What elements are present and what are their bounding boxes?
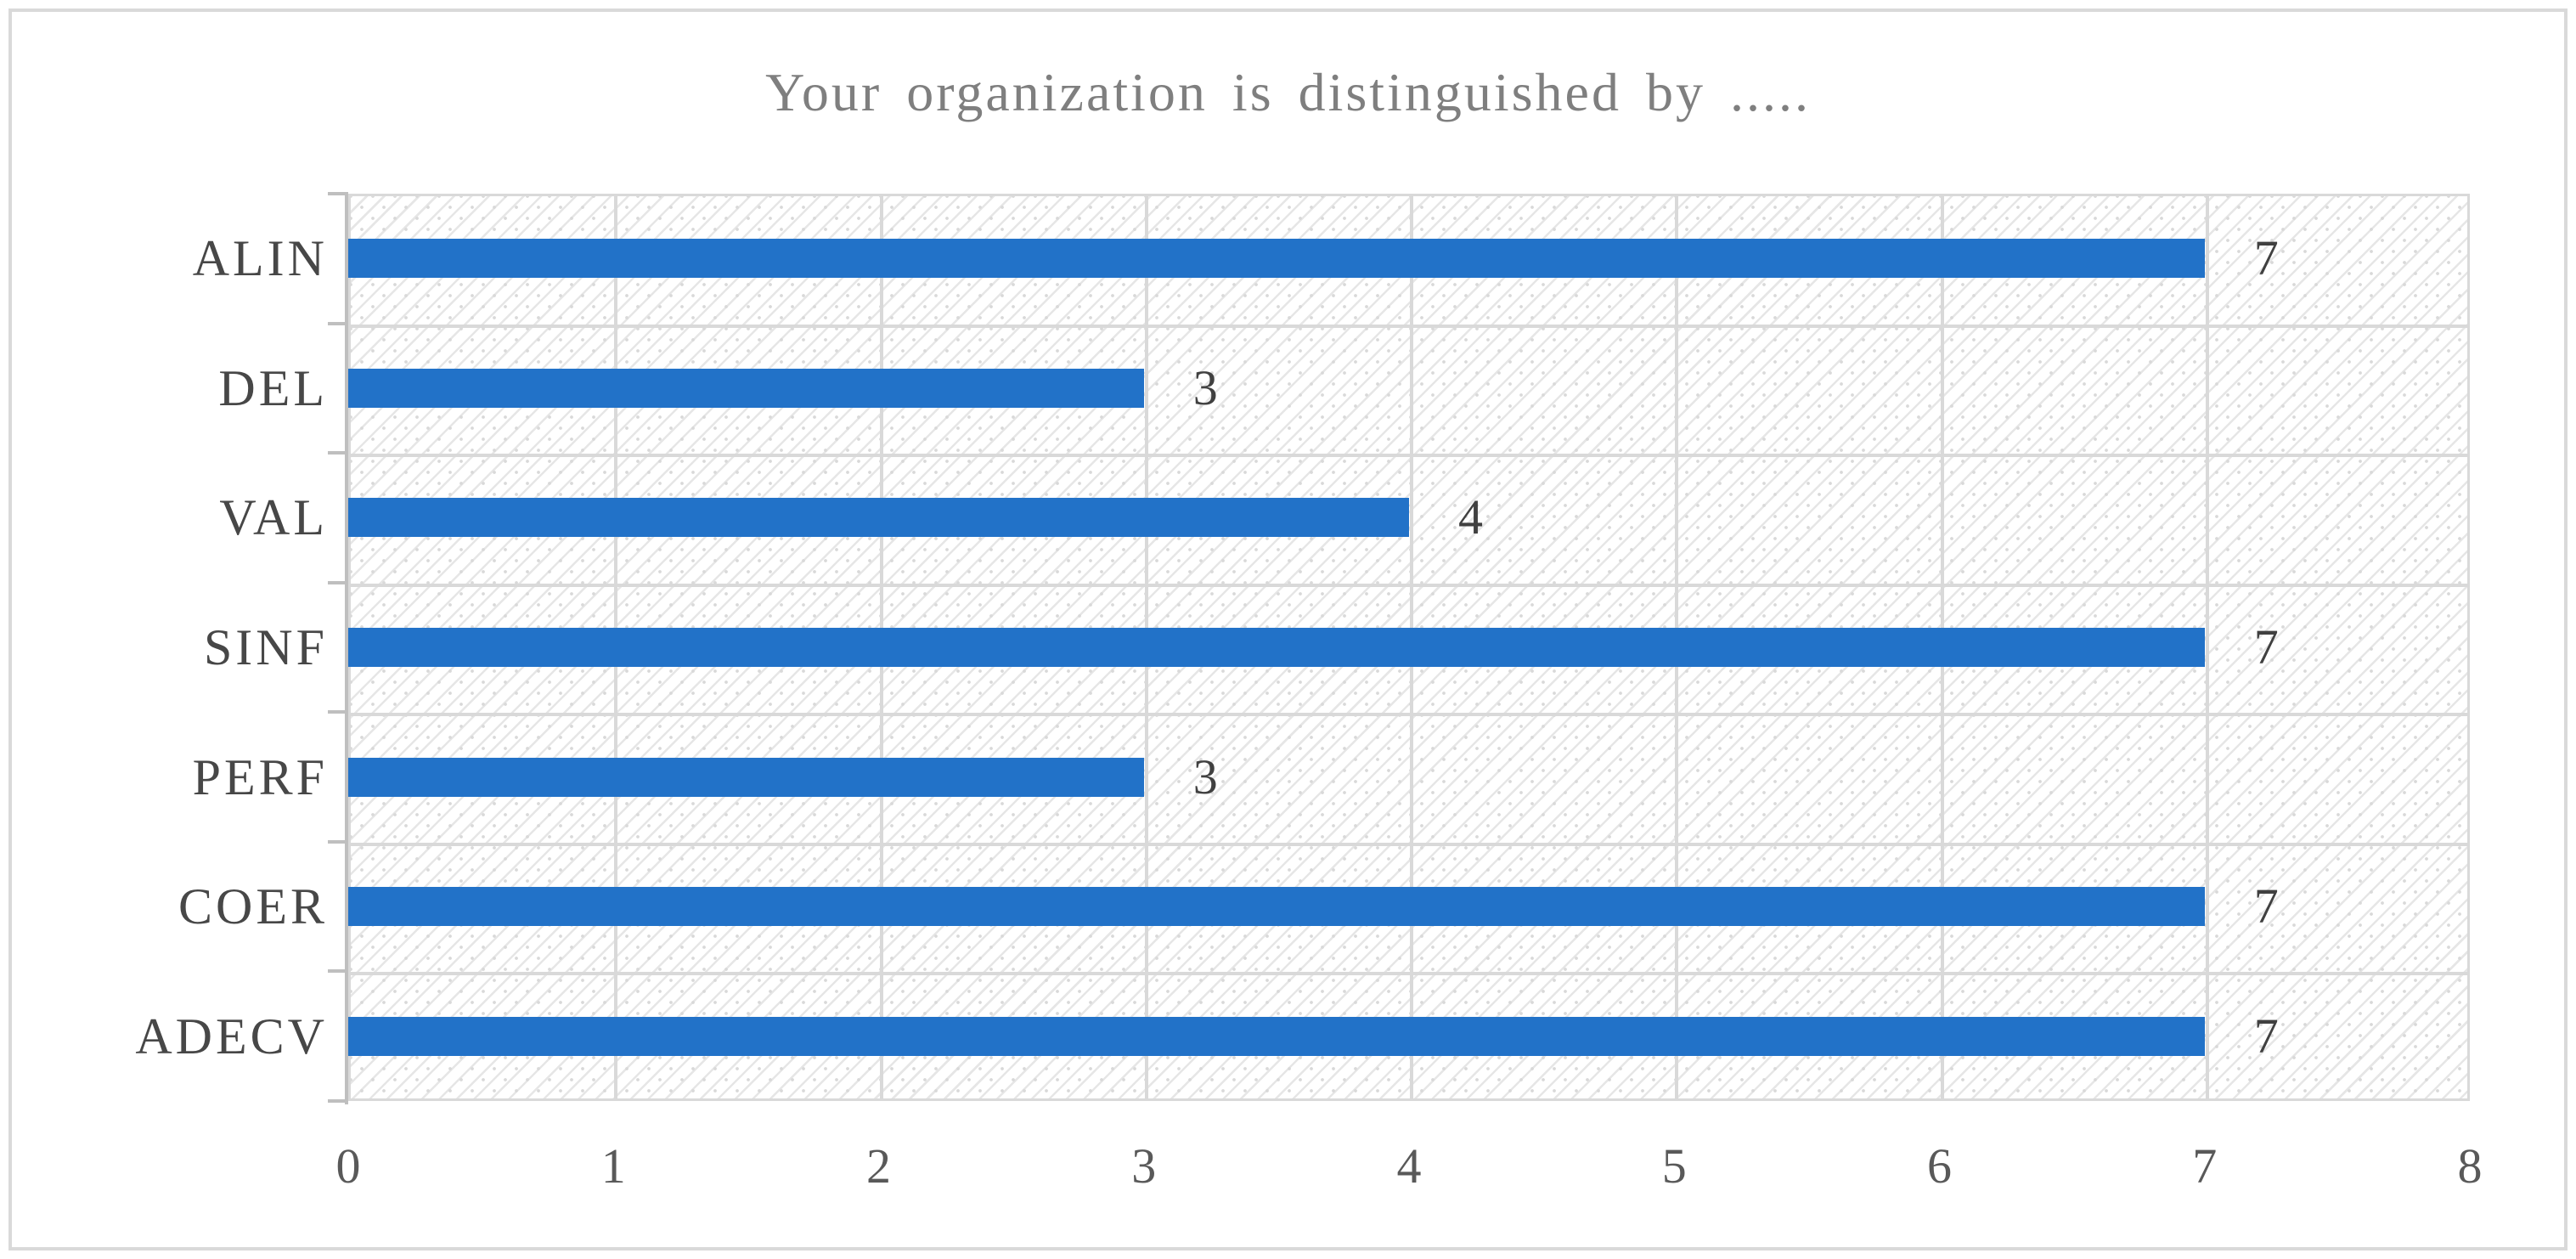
horizontal-gridline bbox=[351, 583, 2467, 587]
bar bbox=[348, 757, 1144, 797]
horizontal-gridline bbox=[351, 324, 2467, 328]
bar bbox=[348, 239, 2205, 279]
x-tick-label: 3 bbox=[1131, 1138, 1157, 1194]
category-axis-tick bbox=[328, 580, 348, 584]
bar-value-label: 3 bbox=[1192, 748, 1218, 805]
category-axis-tick bbox=[328, 192, 348, 195]
x-tick-label: 6 bbox=[1927, 1138, 1952, 1194]
bar-value-label: 7 bbox=[2253, 878, 2279, 934]
category-axis-tick bbox=[328, 321, 348, 325]
chart-title: Your organization is distinguished by ..… bbox=[765, 62, 1811, 122]
bar-value-label: 4 bbox=[1458, 489, 1483, 545]
bar bbox=[348, 1016, 2205, 1056]
category-axis-tick bbox=[328, 969, 348, 974]
x-tick-label: 0 bbox=[335, 1138, 361, 1194]
category-label: DEL bbox=[218, 359, 328, 416]
category-label: PERF bbox=[192, 748, 328, 805]
category-axis-tick bbox=[328, 710, 348, 714]
bar bbox=[348, 628, 2205, 667]
category-axis-line bbox=[345, 194, 348, 1104]
category-label: ALIN bbox=[192, 230, 328, 287]
category-axis-tick bbox=[328, 1099, 348, 1103]
horizontal-gridline bbox=[351, 972, 2467, 976]
bar-value-label: 3 bbox=[1192, 359, 1218, 415]
category-label: ADECV bbox=[135, 1008, 328, 1064]
horizontal-gridline bbox=[351, 454, 2467, 458]
x-tick-label: 2 bbox=[866, 1138, 891, 1194]
bar-value-label: 7 bbox=[2253, 230, 2279, 286]
horizontal-gridline bbox=[351, 842, 2467, 846]
x-tick-label: 5 bbox=[1661, 1138, 1687, 1194]
x-tick-label: 4 bbox=[1396, 1138, 1422, 1194]
bar bbox=[348, 368, 1144, 408]
bar bbox=[348, 887, 2205, 927]
category-label: VAL bbox=[219, 489, 328, 546]
bar bbox=[348, 498, 1409, 538]
bar-value-label: 7 bbox=[2253, 619, 2279, 675]
bar-value-label: 7 bbox=[2253, 1008, 2279, 1064]
category-axis-tick bbox=[328, 839, 348, 844]
category-axis-tick bbox=[328, 451, 348, 455]
vertical-gridline bbox=[2205, 196, 2209, 1098]
category-label: SINF bbox=[203, 619, 328, 675]
horizontal-gridline bbox=[351, 713, 2467, 717]
x-tick-label: 7 bbox=[2192, 1138, 2218, 1194]
x-tick-label: 1 bbox=[600, 1138, 626, 1194]
x-tick-label: 8 bbox=[2457, 1138, 2483, 1194]
category-label: COER bbox=[178, 878, 328, 935]
